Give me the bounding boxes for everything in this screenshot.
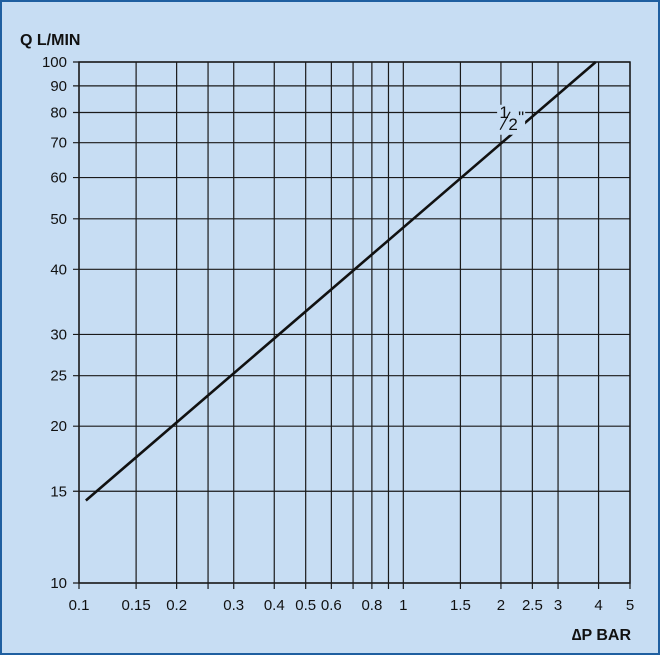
x-tick-label: 1.5	[450, 597, 471, 614]
x-axis-title: ∆P BAR	[572, 627, 632, 644]
y-tick-label: 50	[50, 211, 67, 228]
y-tick-label: 30	[50, 326, 67, 343]
x-tick-label: 2.5	[522, 597, 543, 614]
x-tick-label: 0.1	[69, 597, 90, 614]
x-tick-label: 0.4	[264, 597, 285, 614]
x-tick-label: 2	[497, 597, 505, 614]
x-tick-labels: 0.1 0.15 0.2 0.3 0.4 0.5 0.6 0.8 1 1.5 2 2.5 3 4 5	[69, 597, 635, 614]
y-tick-label: 15	[50, 483, 67, 500]
y-tick-label: 40	[50, 261, 67, 278]
y-axis-title: Q L/MIN	[20, 32, 80, 49]
x-tick-label: 5	[626, 597, 634, 614]
x-tick-label: 3	[554, 597, 562, 614]
x-gridlines	[78, 62, 631, 589]
x-tick-label: 4	[594, 597, 602, 614]
y-tick-label: 70	[50, 135, 67, 152]
series-label-numerator: 1	[499, 103, 508, 122]
x-tick-label: 0.5	[295, 597, 316, 614]
y-tick-label: 100	[42, 54, 67, 71]
y-tick-label: 80	[50, 104, 67, 121]
x-tick-label: 0.8	[361, 597, 382, 614]
x-tick-label: 0.15	[122, 597, 151, 614]
series-label-fraction-bar	[499, 111, 511, 131]
series-line	[85, 61, 597, 502]
plot-border	[78, 61, 631, 584]
x-tick-label: 1	[399, 597, 407, 614]
y-tick-label: 90	[50, 78, 67, 95]
y-tick-label: 10	[50, 575, 67, 592]
x-tick-label: 0.2	[166, 597, 187, 614]
y-tick-label: 60	[50, 170, 67, 187]
y-tick-label: 25	[50, 368, 67, 385]
y-tick-labels: 10 15 20 25 30 40 50 60 70 80 90 100	[42, 54, 67, 592]
series-label-denominator: 2	[508, 115, 517, 134]
series-lines: 12 "	[85, 61, 597, 502]
series-label: 12 "	[497, 103, 526, 135]
series-label-backdrop	[497, 104, 526, 135]
x-tick-label: 0.3	[223, 597, 244, 614]
series-label-unit: "	[518, 108, 524, 127]
x-tick-label: 0.6	[321, 597, 342, 614]
y-tick-label: 20	[50, 418, 67, 435]
